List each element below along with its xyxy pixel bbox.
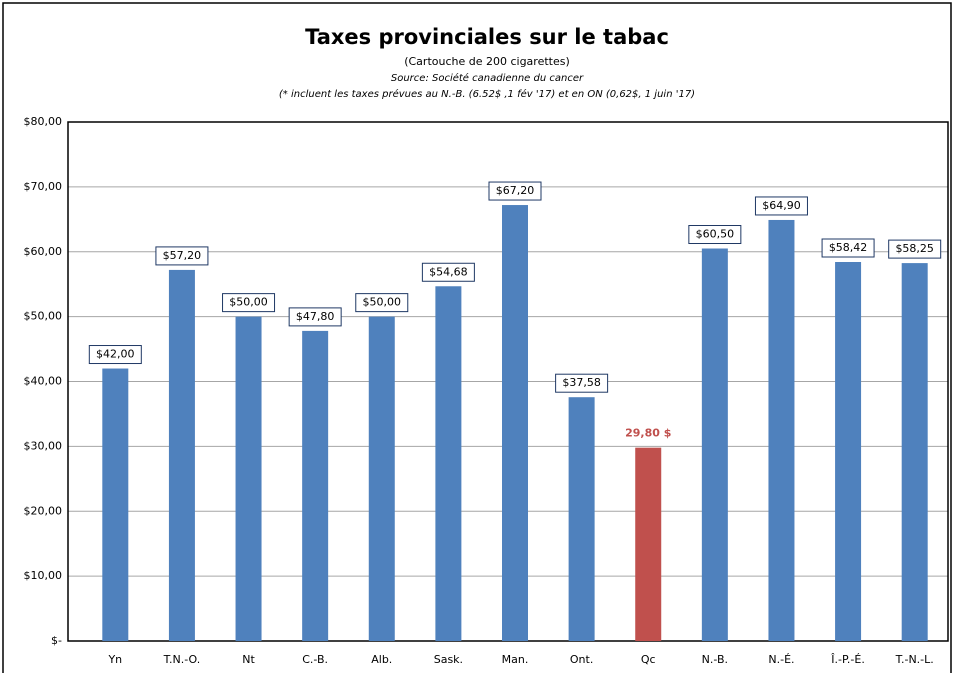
bar bbox=[302, 330, 329, 641]
data-label-box bbox=[555, 373, 609, 393]
data-label-box bbox=[688, 225, 742, 245]
data-label-box bbox=[355, 293, 409, 313]
data-label: $37,58 bbox=[562, 376, 601, 389]
y-tick-label: $60,00 bbox=[24, 245, 63, 258]
bar bbox=[168, 269, 195, 641]
data-label-box bbox=[155, 246, 209, 266]
chart-subtitle: (Cartouche de 200 cigarettes) bbox=[404, 55, 570, 68]
x-tick-label: Sask. bbox=[434, 653, 463, 666]
data-label-box bbox=[222, 293, 276, 313]
bar bbox=[768, 219, 795, 641]
x-tick-label: Man. bbox=[502, 653, 529, 666]
x-tick-label: Alb. bbox=[371, 653, 392, 666]
x-tick-label: C.-B. bbox=[302, 653, 328, 666]
bar bbox=[102, 368, 129, 641]
x-tick-label: T.-N.-L. bbox=[895, 653, 934, 666]
data-label: $50,00 bbox=[363, 296, 402, 309]
bar bbox=[901, 263, 928, 641]
y-tick-label: $40,00 bbox=[24, 375, 63, 388]
data-label: 29,80 $ bbox=[625, 427, 671, 440]
data-label-box bbox=[421, 262, 475, 282]
data-label: $64,90 bbox=[762, 199, 801, 212]
y-tick-label: $10,00 bbox=[24, 569, 63, 582]
chart-source: Source: Société canadienne du cancer bbox=[391, 72, 584, 84]
data-label-box bbox=[621, 424, 675, 444]
data-label-box bbox=[288, 307, 342, 327]
x-tick-label: N.-B. bbox=[702, 653, 728, 666]
y-tick-label: $- bbox=[51, 634, 62, 647]
data-label: $54,68 bbox=[429, 265, 468, 278]
x-tick-label: Î.-P.-É. bbox=[830, 653, 865, 666]
data-label-box bbox=[888, 239, 942, 259]
x-tick-label: Qc bbox=[641, 653, 656, 666]
data-label: $58,42 bbox=[829, 241, 868, 254]
data-label: $58,25 bbox=[895, 242, 934, 255]
data-label-box bbox=[821, 238, 875, 258]
chart-note: (* incluent les taxes prévues au N.-B. (… bbox=[279, 88, 695, 100]
y-tick-label: $70,00 bbox=[24, 180, 63, 193]
x-tick-label: Nt bbox=[242, 653, 255, 666]
y-tick-label: $30,00 bbox=[24, 439, 63, 452]
data-label-box bbox=[488, 181, 542, 201]
data-label: $50,00 bbox=[229, 296, 268, 309]
data-label: $47,80 bbox=[296, 310, 335, 323]
data-label: $67,20 bbox=[496, 184, 535, 197]
bar bbox=[701, 248, 728, 641]
data-label-box bbox=[88, 345, 142, 365]
data-label-box bbox=[754, 196, 808, 216]
bar bbox=[435, 286, 462, 641]
x-tick-label: Yn bbox=[107, 653, 122, 666]
bar bbox=[835, 262, 862, 641]
x-tick-label: Ont. bbox=[570, 653, 593, 666]
bar bbox=[368, 316, 395, 641]
data-label: $60,50 bbox=[696, 228, 735, 241]
data-label: $57,20 bbox=[163, 249, 202, 262]
y-tick-label: $80,00 bbox=[24, 115, 63, 128]
x-tick-label: N.-É. bbox=[768, 653, 794, 666]
y-tick-label: $50,00 bbox=[24, 310, 63, 323]
data-label: $42,00 bbox=[96, 348, 135, 361]
bar bbox=[568, 397, 595, 641]
chart-title: Taxes provinciales sur le tabac bbox=[305, 25, 669, 49]
x-tick-label: T.N.-O. bbox=[163, 653, 201, 666]
y-tick-label: $20,00 bbox=[24, 504, 63, 517]
bar bbox=[235, 316, 262, 641]
bar bbox=[635, 447, 662, 641]
bar bbox=[502, 205, 528, 642]
